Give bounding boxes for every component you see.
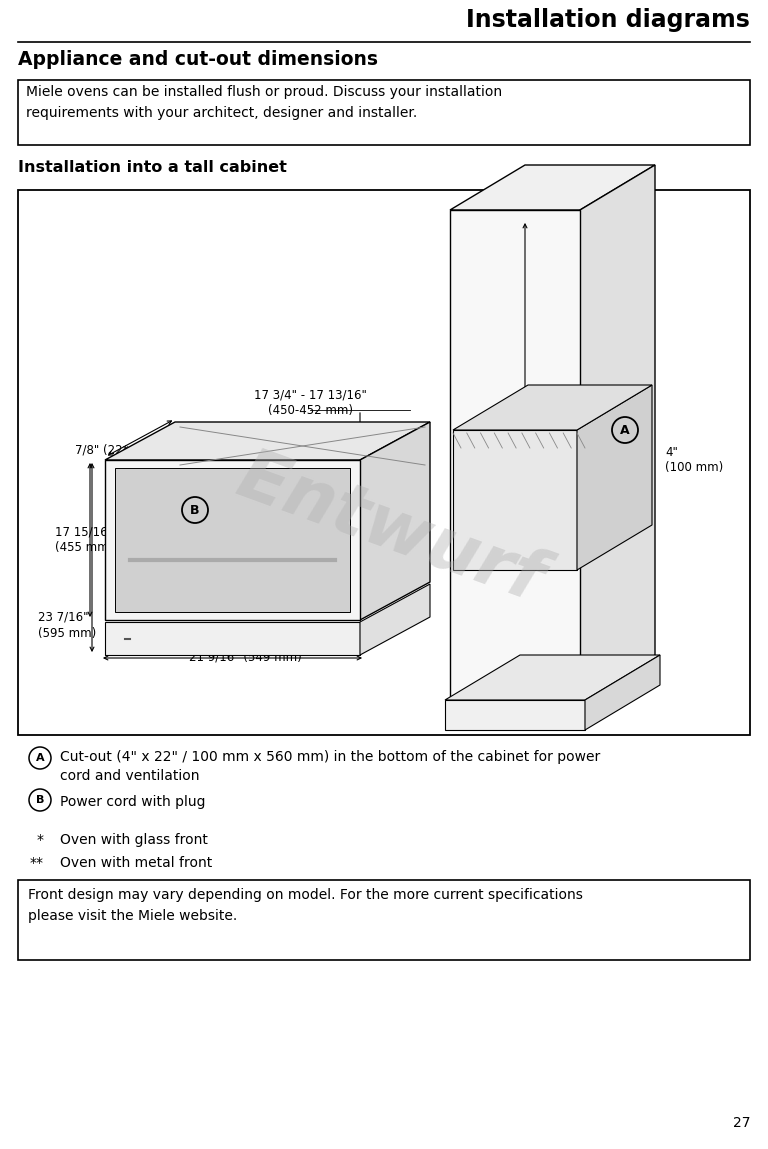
Polygon shape [360,584,430,655]
Text: B: B [36,795,45,805]
Polygon shape [580,165,655,700]
Polygon shape [445,700,585,730]
Polygon shape [453,385,652,430]
Text: 27: 27 [733,1116,750,1129]
Text: Miele ovens can be installed flush or proud. Discuss your installation
requireme: Miele ovens can be installed flush or pr… [26,85,502,119]
Polygon shape [445,655,660,700]
Text: Oven with metal front: Oven with metal front [60,856,212,870]
Text: 17 3/4" - 17 13/16"
(450-452 mm): 17 3/4" - 17 13/16" (450-452 mm) [253,388,366,417]
Polygon shape [115,468,350,612]
Polygon shape [450,210,580,700]
Polygon shape [453,430,577,570]
Bar [18,880,750,961]
Text: 17 1/2" (445 mm): 17 1/2" (445 mm) [207,555,313,568]
Text: A: A [621,424,630,437]
Text: B: B [190,503,200,517]
Text: 23 7/16"
(595 mm): 23 7/16" (595 mm) [38,610,96,640]
Text: Installation into a tall cabinet: Installation into a tall cabinet [18,160,287,175]
Polygon shape [105,622,360,655]
Polygon shape [105,460,360,620]
Text: Cut-out (4" x 22" / 100 mm x 560 mm) in the bottom of the cabinet for power
cord: Cut-out (4" x 22" / 100 mm x 560 mm) in … [60,750,601,784]
Bar [18,80,750,145]
Text: Oven with glass front: Oven with glass front [60,833,208,847]
Text: Entwurf: Entwurf [227,442,552,617]
Text: Installation diagrams: Installation diagrams [466,8,750,32]
Text: **: ** [30,856,44,870]
Polygon shape [577,385,652,570]
Text: ≥21 5/8"
(≥ 550 mm): ≥21 5/8" (≥ 550 mm) [528,390,600,419]
Text: 21 9/16" (549 mm): 21 9/16" (549 mm) [189,650,301,663]
Polygon shape [450,165,655,210]
Text: Appliance and cut-out dimensions: Appliance and cut-out dimensions [18,51,378,69]
Text: 17 15/16"
(455 mm): 17 15/16" (455 mm) [55,525,113,555]
Text: 22 1/16"
(560 mm): 22 1/16" (560 mm) [191,487,249,516]
Text: 7/8" (22*/23** mm): 7/8" (22*/23** mm) [75,444,190,456]
Polygon shape [105,422,430,460]
Polygon shape [585,655,660,730]
Bar [18,190,750,735]
Text: Front design may vary depending on model. For the more current specifications
pl: Front design may vary depending on model… [28,888,583,923]
Text: Power cord with plug: Power cord with plug [60,795,206,809]
Text: A: A [35,753,45,763]
Polygon shape [360,422,430,620]
Text: *: * [37,833,44,847]
Text: 4"
(100 mm): 4" (100 mm) [665,446,723,475]
Text: 22 1/16"
(560 mm): 22 1/16" (560 mm) [540,495,598,524]
